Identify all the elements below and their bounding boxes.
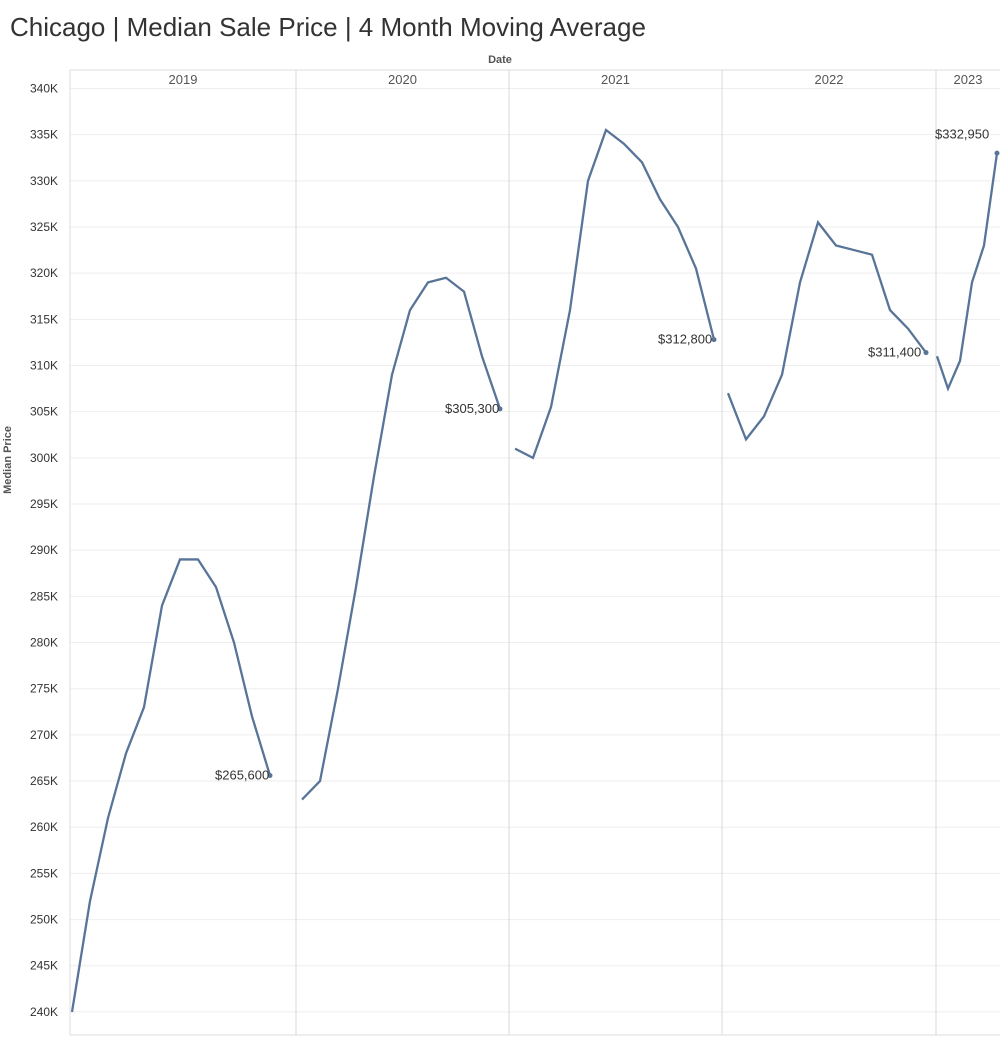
svg-text:240K: 240K <box>30 1005 58 1019</box>
svg-text:340K: 340K <box>30 81 58 95</box>
svg-text:265K: 265K <box>30 774 58 788</box>
svg-text:250K: 250K <box>30 913 58 927</box>
svg-text:2022: 2022 <box>815 72 844 87</box>
svg-text:$265,600: $265,600 <box>215 768 269 783</box>
svg-text:$305,300: $305,300 <box>445 401 499 416</box>
svg-text:285K: 285K <box>30 589 58 603</box>
svg-text:2020: 2020 <box>388 72 417 87</box>
svg-text:$332,950: $332,950 <box>935 127 989 142</box>
svg-text:280K: 280K <box>30 636 58 650</box>
svg-text:270K: 270K <box>30 728 58 742</box>
svg-text:320K: 320K <box>30 266 58 280</box>
svg-text:275K: 275K <box>30 682 58 696</box>
line-chart: 240K 245K 250K 255K 260K 265K 270K 275K 280K 285K… <box>0 0 1000 1041</box>
svg-text:305K: 305K <box>30 405 58 419</box>
svg-text:295K: 295K <box>30 497 58 511</box>
svg-text:325K: 325K <box>30 220 58 234</box>
svg-text:300K: 300K <box>30 451 58 465</box>
svg-text:$312,800: $312,800 <box>658 332 712 347</box>
svg-text:245K: 245K <box>30 959 58 973</box>
svg-text:2019: 2019 <box>169 72 198 87</box>
svg-text:335K: 335K <box>30 128 58 142</box>
svg-text:$311,400: $311,400 <box>868 345 921 360</box>
svg-text:330K: 330K <box>30 174 58 188</box>
svg-text:260K: 260K <box>30 820 58 834</box>
svg-text:310K: 310K <box>30 359 58 373</box>
svg-text:2023: 2023 <box>954 72 983 87</box>
svg-text:290K: 290K <box>30 543 58 557</box>
svg-text:315K: 315K <box>30 312 58 326</box>
svg-text:2021: 2021 <box>601 72 630 87</box>
svg-text:255K: 255K <box>30 866 58 880</box>
